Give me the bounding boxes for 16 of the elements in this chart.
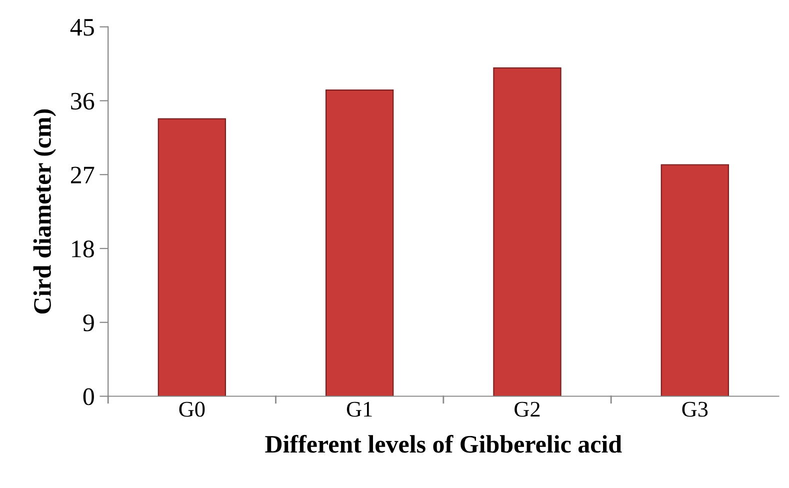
y-tick-label: 0 bbox=[83, 388, 94, 406]
y-axis-title: Cird diameter (cm) bbox=[33, 109, 56, 314]
y-tick-label: 18 bbox=[72, 240, 94, 258]
y-tick-label: 9 bbox=[83, 314, 94, 332]
x-tick-label: G3 bbox=[682, 402, 708, 417]
bar bbox=[158, 118, 226, 396]
x-tick-label: G0 bbox=[179, 402, 205, 417]
x-axis-title: Different levels of Gibberelic acid bbox=[265, 434, 622, 453]
x-tick-label: G1 bbox=[346, 402, 372, 417]
bar bbox=[660, 164, 729, 396]
x-tick-label: G2 bbox=[514, 402, 540, 417]
y-tick-label: 27 bbox=[70, 166, 94, 184]
y-tick-label: 36 bbox=[71, 92, 94, 110]
bar bbox=[326, 89, 394, 396]
y-tick-label: 45 bbox=[70, 19, 94, 36]
bar bbox=[493, 67, 562, 396]
